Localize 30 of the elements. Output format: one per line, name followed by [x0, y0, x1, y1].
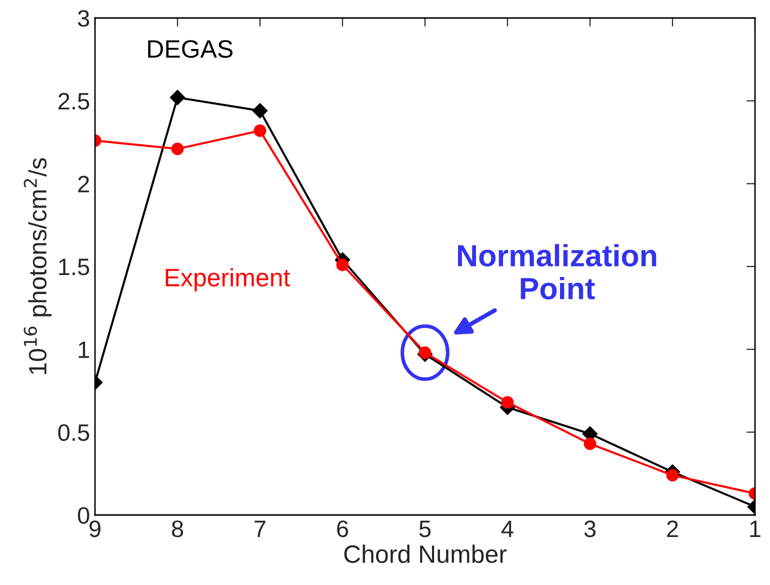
point: [336, 258, 349, 272]
y-tick-label: 2: [78, 176, 89, 192]
point: [254, 124, 266, 137]
y-tick-label: 1: [78, 342, 89, 358]
point: [666, 468, 679, 482]
x-tick-label: 5: [419, 520, 431, 538]
y-tick-label: 1.5: [59, 258, 90, 276]
annotation: Normalization Point: [458, 244, 656, 300]
point: [501, 396, 514, 409]
y-tick-label: 0: [78, 507, 90, 524]
point: [418, 346, 432, 359]
x-axis-title: Chord Number: [344, 544, 507, 564]
point: [584, 438, 596, 450]
series-label: Experiment: [166, 268, 290, 292]
y-tick-label: 0.5: [58, 424, 90, 441]
y-tick-label: 3: [78, 10, 90, 27]
x-tick-label: 9: [90, 520, 100, 538]
point: [252, 103, 268, 118]
x-tick-label: 7: [254, 520, 266, 537]
point: [170, 90, 186, 106]
y-axis-title: 10$^{16}$ photons/cm$^{2}$/s: [24, 158, 52, 374]
x-tick-label: 8: [172, 520, 184, 538]
x-tick-label: 4: [501, 520, 514, 537]
series-label: DEGAS: [148, 40, 232, 58]
x-tick-label: 3: [584, 520, 596, 538]
x-tick-label: 6: [337, 520, 348, 538]
x-tick-label: 2: [667, 520, 678, 537]
y-tick-label: 2.5: [58, 92, 90, 110]
x-tick-label: 1: [750, 520, 760, 537]
point: [171, 142, 184, 156]
